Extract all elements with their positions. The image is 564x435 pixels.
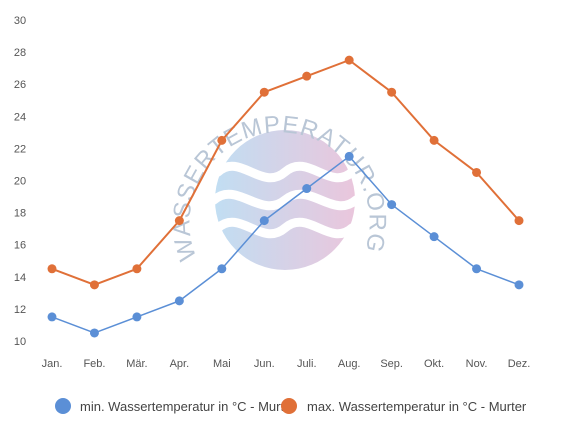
x-tick-label: Apr. <box>170 358 190 370</box>
y-tick-label: 16 <box>14 240 26 252</box>
data-point[interactable] <box>302 71 312 81</box>
legend-label: max. Wassertemperatur in °C - Murter <box>307 399 527 414</box>
data-point[interactable] <box>89 328 99 338</box>
data-point[interactable] <box>47 264 57 274</box>
x-tick-label: Sep. <box>380 358 403 370</box>
x-tick-label: Mär. <box>126 358 147 370</box>
y-tick-label: 14 <box>14 272 26 284</box>
data-point[interactable] <box>217 264 227 274</box>
watermark-wave-icon <box>209 161 361 239</box>
data-point[interactable] <box>514 216 524 226</box>
x-tick-label: Aug. <box>338 358 361 370</box>
data-point[interactable] <box>174 296 184 306</box>
legend-item[interactable]: max. Wassertemperatur in °C - Murter <box>281 398 527 414</box>
y-tick-label: 26 <box>14 79 26 91</box>
data-point[interactable] <box>429 232 439 242</box>
y-tick-label: 12 <box>14 304 26 316</box>
data-point[interactable] <box>174 216 184 226</box>
y-tick-label: 22 <box>14 143 26 155</box>
x-tick-label: Dez. <box>508 358 531 370</box>
series-1 <box>47 55 524 290</box>
x-tick-label: Nov. <box>466 358 488 370</box>
x-tick-label: Mai <box>213 358 231 370</box>
data-point[interactable] <box>344 55 354 65</box>
data-point[interactable] <box>387 87 397 97</box>
y-tick-label: 30 <box>14 15 26 27</box>
data-point[interactable] <box>89 280 99 290</box>
plot-area <box>47 55 524 338</box>
legend: min. Wassertemperatur in °C - Murter max.… <box>55 398 527 414</box>
data-point[interactable] <box>132 264 142 274</box>
data-point[interactable] <box>344 151 354 161</box>
data-point[interactable] <box>472 167 482 177</box>
x-tick-label: Juli. <box>297 358 317 370</box>
data-point[interactable] <box>472 264 482 274</box>
x-tick-label: Jan. <box>42 358 63 370</box>
x-axis: Jan. Feb. Mär. Apr. Mai Jun. Juli. Aug. Sep. Okt.… <box>42 358 531 370</box>
legend-item[interactable]: min. Wassertemperatur in °C - Murter <box>55 398 296 414</box>
data-point[interactable] <box>429 135 439 145</box>
data-point[interactable] <box>387 200 397 210</box>
legend-marker <box>55 398 71 414</box>
y-tick-label: 10 <box>14 336 26 348</box>
data-point[interactable] <box>47 312 57 322</box>
legend-marker <box>281 398 297 414</box>
x-tick-label: Jun. <box>254 358 275 370</box>
x-tick-label: Okt. <box>424 358 444 370</box>
data-point[interactable] <box>514 280 524 290</box>
y-tick-label: 24 <box>14 111 26 123</box>
series-line <box>51 59 520 286</box>
data-point[interactable] <box>259 216 269 226</box>
series-0 <box>47 151 524 338</box>
watermark-logo: WASSERTEMPERATUR.ORG <box>168 111 390 270</box>
y-tick-label: 28 <box>14 47 26 59</box>
data-point[interactable] <box>259 87 269 97</box>
y-tick-label: 20 <box>14 176 26 188</box>
y-axis: 10 12 14 16 18 20 22 24 26 28 30 <box>14 15 26 348</box>
data-point[interactable] <box>302 184 312 194</box>
data-point[interactable] <box>217 135 227 145</box>
x-tick-label: Feb. <box>83 358 105 370</box>
y-tick-label: 18 <box>14 208 26 220</box>
data-point[interactable] <box>132 312 142 322</box>
legend-label: min. Wassertemperatur in °C - Murter <box>80 399 296 414</box>
series-line <box>51 155 520 334</box>
